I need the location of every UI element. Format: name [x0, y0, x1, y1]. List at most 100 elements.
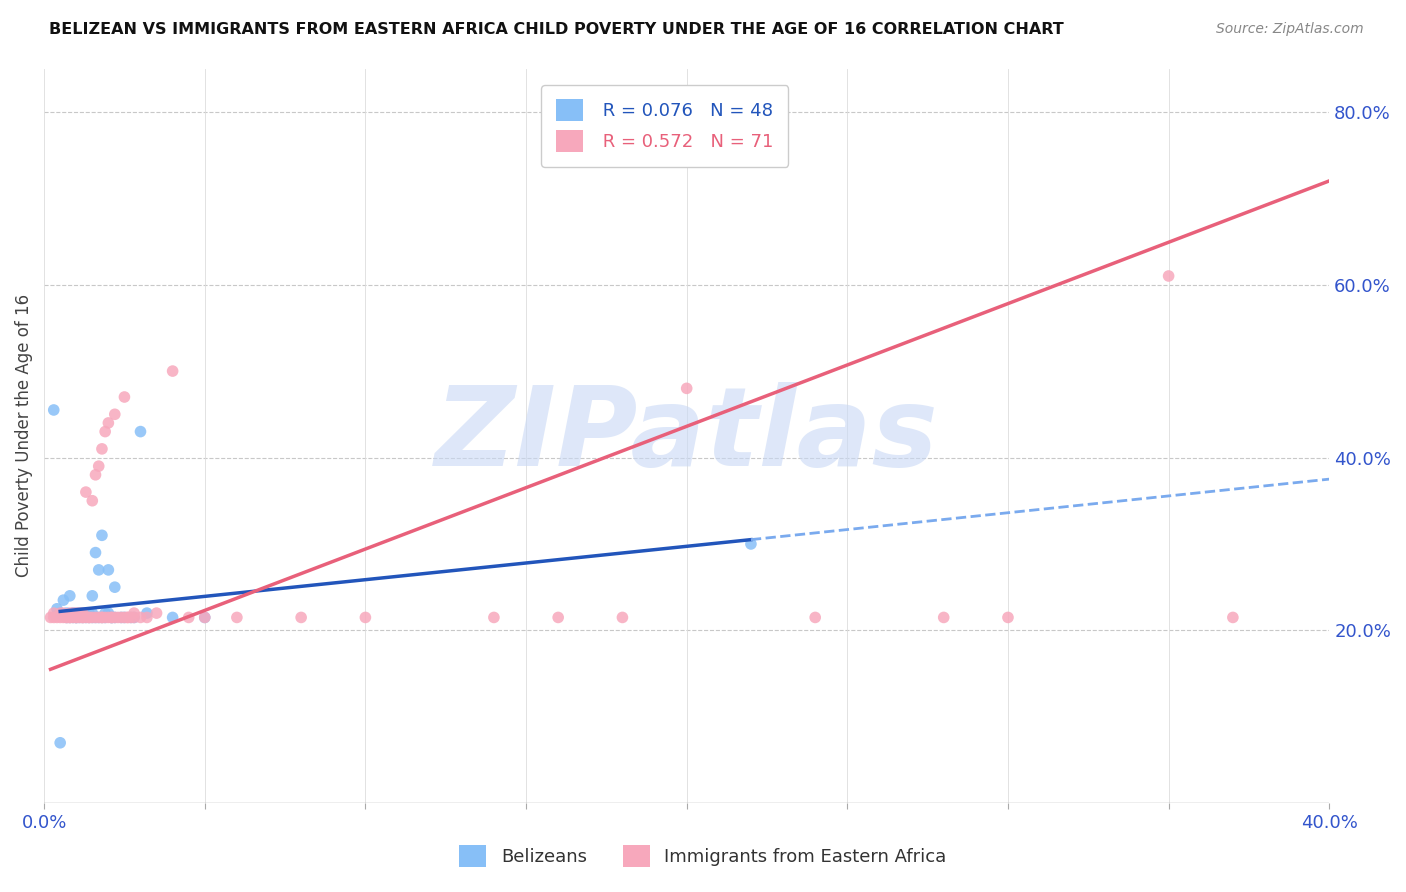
Point — [1222, 610, 1244, 624]
Point — [612, 610, 634, 624]
Point — [1157, 268, 1180, 283]
Point — [91, 610, 114, 624]
Point — [104, 610, 127, 624]
Point — [104, 610, 127, 624]
Point — [65, 610, 87, 624]
Point — [740, 537, 762, 551]
Point — [104, 580, 127, 594]
Point — [46, 602, 69, 616]
Point — [55, 610, 77, 624]
Point — [49, 606, 72, 620]
Point — [129, 610, 152, 624]
Point — [52, 606, 75, 620]
Point — [804, 610, 827, 624]
Point — [77, 610, 100, 624]
Point — [65, 606, 87, 620]
Point — [177, 610, 200, 624]
Point — [162, 364, 184, 378]
Text: BELIZEAN VS IMMIGRANTS FROM EASTERN AFRICA CHILD POVERTY UNDER THE AGE OF 16 COR: BELIZEAN VS IMMIGRANTS FROM EASTERN AFRI… — [49, 22, 1064, 37]
Point — [59, 610, 82, 624]
Point — [91, 442, 114, 456]
Point — [162, 610, 184, 624]
Point — [49, 606, 72, 620]
Point — [354, 610, 377, 624]
Point — [72, 606, 94, 620]
Point — [114, 610, 136, 624]
Point — [482, 610, 505, 624]
Point — [69, 610, 91, 624]
Point — [97, 416, 120, 430]
Point — [65, 610, 87, 624]
Point — [87, 610, 110, 624]
Point — [65, 606, 87, 620]
Point — [91, 528, 114, 542]
Point — [129, 425, 152, 439]
Text: ZIPatlas: ZIPatlas — [434, 383, 939, 490]
Point — [75, 610, 97, 624]
Point — [135, 606, 157, 620]
Point — [72, 610, 94, 624]
Point — [290, 610, 312, 624]
Point — [100, 610, 122, 624]
Point — [997, 610, 1019, 624]
Point — [114, 390, 136, 404]
Point — [52, 593, 75, 607]
Point — [84, 467, 107, 482]
Point — [100, 610, 122, 624]
Point — [72, 610, 94, 624]
Point — [52, 610, 75, 624]
Point — [120, 610, 142, 624]
Point — [82, 606, 104, 620]
Point — [82, 610, 104, 624]
Point — [72, 606, 94, 620]
Point — [87, 459, 110, 474]
Point — [120, 610, 142, 624]
Point — [77, 610, 100, 624]
Point — [59, 610, 82, 624]
Point — [94, 610, 117, 624]
Point — [65, 610, 87, 624]
Point — [122, 610, 145, 624]
Point — [145, 606, 167, 620]
Point — [62, 606, 84, 620]
Point — [59, 589, 82, 603]
Point — [94, 425, 117, 439]
Point — [72, 610, 94, 624]
Point — [114, 610, 136, 624]
Point — [55, 606, 77, 620]
Point — [100, 610, 122, 624]
Point — [84, 610, 107, 624]
Point — [94, 606, 117, 620]
Point — [97, 610, 120, 624]
Point — [117, 610, 139, 624]
Point — [122, 610, 145, 624]
Point — [122, 606, 145, 620]
Point — [82, 610, 104, 624]
Point — [94, 610, 117, 624]
Point — [97, 563, 120, 577]
Point — [49, 736, 72, 750]
Point — [87, 610, 110, 624]
Point — [42, 403, 65, 417]
Point — [110, 610, 132, 624]
Text: Source: ZipAtlas.com: Source: ZipAtlas.com — [1216, 22, 1364, 37]
Point — [42, 610, 65, 624]
Point — [104, 407, 127, 421]
Point — [84, 610, 107, 624]
Point — [110, 610, 132, 624]
Point — [75, 485, 97, 500]
Point — [65, 610, 87, 624]
Point — [932, 610, 955, 624]
Point — [75, 606, 97, 620]
Point — [225, 610, 247, 624]
Point — [75, 610, 97, 624]
Point — [97, 606, 120, 620]
Point — [62, 606, 84, 620]
Point — [547, 610, 569, 624]
Point — [82, 589, 104, 603]
Point — [49, 610, 72, 624]
Point — [91, 610, 114, 624]
Point — [62, 610, 84, 624]
Point — [100, 610, 122, 624]
Legend:  R = 0.076   N = 48,  R = 0.572   N = 71: R = 0.076 N = 48, R = 0.572 N = 71 — [541, 85, 789, 167]
